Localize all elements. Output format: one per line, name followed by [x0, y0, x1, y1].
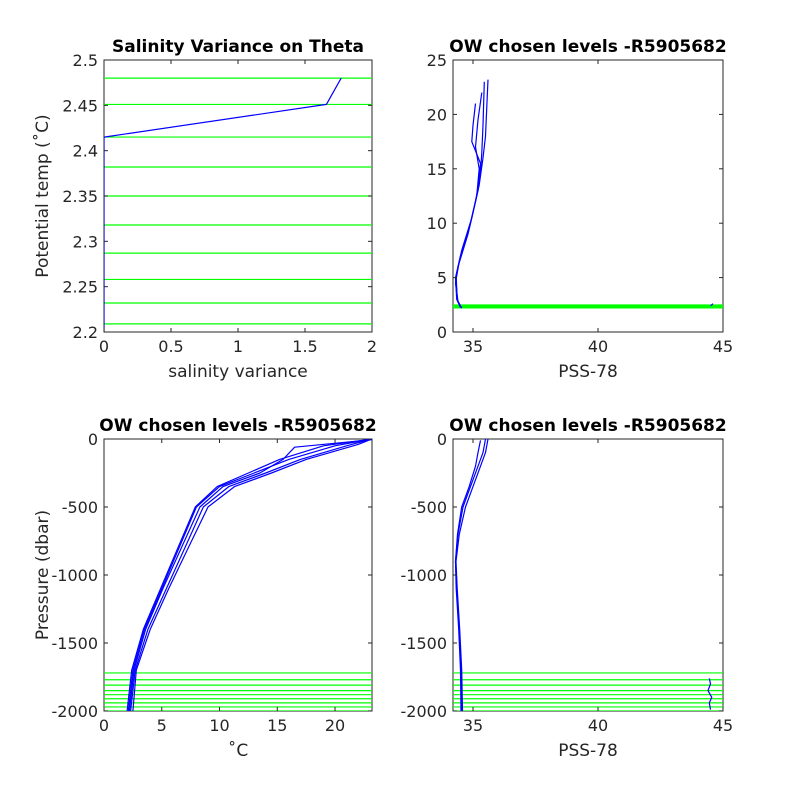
profile-line: [132, 439, 372, 711]
profile-line: [455, 439, 489, 711]
plot-content: [453, 439, 723, 711]
x-tick-label: 45: [713, 337, 733, 356]
x-tick-label: 0.5: [158, 337, 183, 356]
y-tick-label: 2.35: [62, 187, 98, 206]
y-tick-label: -1000: [401, 566, 448, 585]
chart-title: OW chosen levels -R5905682: [99, 416, 376, 436]
plot-area: [452, 59, 724, 333]
x-tick-label: 40: [588, 716, 608, 735]
y-tick-label: 20: [427, 105, 447, 124]
y-tick-label: 0: [88, 430, 98, 449]
panel-salinity-pressure: 35 40 45 -2000 -1500 -1000 -500 0OW chosen leve…: [401, 416, 734, 761]
chart-title: OW chosen levels -R5905682: [449, 37, 726, 57]
x-axis-label: PSS-78: [558, 362, 618, 382]
x-tick-label: 5: [157, 716, 167, 735]
plot-area: [452, 438, 724, 712]
y-tick-label: 5: [437, 269, 447, 288]
x-axis-label: salinity variance: [168, 362, 308, 382]
y-tick-label: 0: [437, 430, 447, 449]
profile-line: [126, 439, 372, 711]
profile-line: [130, 439, 372, 711]
y-tick-label: -1000: [52, 566, 99, 585]
plot-content: [104, 77, 372, 332]
y-tick-label: 25: [427, 51, 447, 70]
x-tick-label: 15: [267, 716, 287, 735]
plot-content: [104, 439, 372, 711]
y-tick-label: 2.5: [73, 51, 98, 70]
y-tick-label: 15: [427, 160, 447, 179]
chart-title: OW chosen levels -R5905682: [449, 416, 726, 436]
x-tick-label: 35: [463, 716, 483, 735]
y-tick-label: 2.25: [62, 278, 98, 297]
y-tick-label: 2.45: [62, 96, 98, 115]
profile-line: [455, 79, 489, 308]
profile-line: [128, 439, 372, 711]
x-tick-label: 1: [233, 337, 243, 356]
profile-line: [127, 439, 372, 711]
y-tick-label: -2000: [401, 702, 448, 721]
profile-line: [710, 303, 714, 307]
x-tick-label: 2: [367, 337, 377, 356]
x-tick-label: 1.5: [292, 337, 317, 356]
profile-line: [707, 678, 713, 710]
y-tick-label: -500: [411, 498, 447, 517]
plot-area: [103, 438, 373, 712]
x-tick-label: 40: [588, 337, 608, 356]
x-tick-label: 20: [325, 716, 345, 735]
y-axis-label: Potential temp (˚C): [32, 114, 53, 277]
y-tick-label: -1500: [52, 634, 99, 653]
x-tick-label: 10: [209, 716, 229, 735]
y-tick-label: 0: [437, 323, 447, 342]
x-tick-label: 45: [713, 716, 733, 735]
y-tick-label: -1500: [401, 634, 448, 653]
y-tick-label: 2.2: [73, 323, 98, 342]
profile-line: [454, 440, 482, 711]
y-tick-label: 10: [427, 214, 447, 233]
y-tick-label: 2.3: [73, 232, 98, 251]
y-tick-label: -2000: [52, 702, 99, 721]
x-tick-label: 0: [99, 337, 109, 356]
y-tick-label: 2.4: [73, 142, 98, 161]
x-tick-label: 0: [99, 716, 109, 735]
chart-title: Salinity Variance on Theta: [112, 37, 364, 57]
plot-content: [453, 79, 723, 309]
x-tick-label: 35: [463, 337, 483, 356]
x-axis-label: ˚C: [228, 740, 248, 761]
profile-line: [104, 77, 342, 332]
y-tick-label: -500: [62, 498, 98, 517]
panel-salinity-variance: 0 0.5 1 1.5 2 2.2 2.25 2.3 2.35 2.4 2.45 2.5 Salinit…: [32, 37, 377, 382]
x-axis-label: PSS-78: [558, 741, 618, 761]
y-axis-label: Pressure (dbar): [33, 510, 53, 640]
